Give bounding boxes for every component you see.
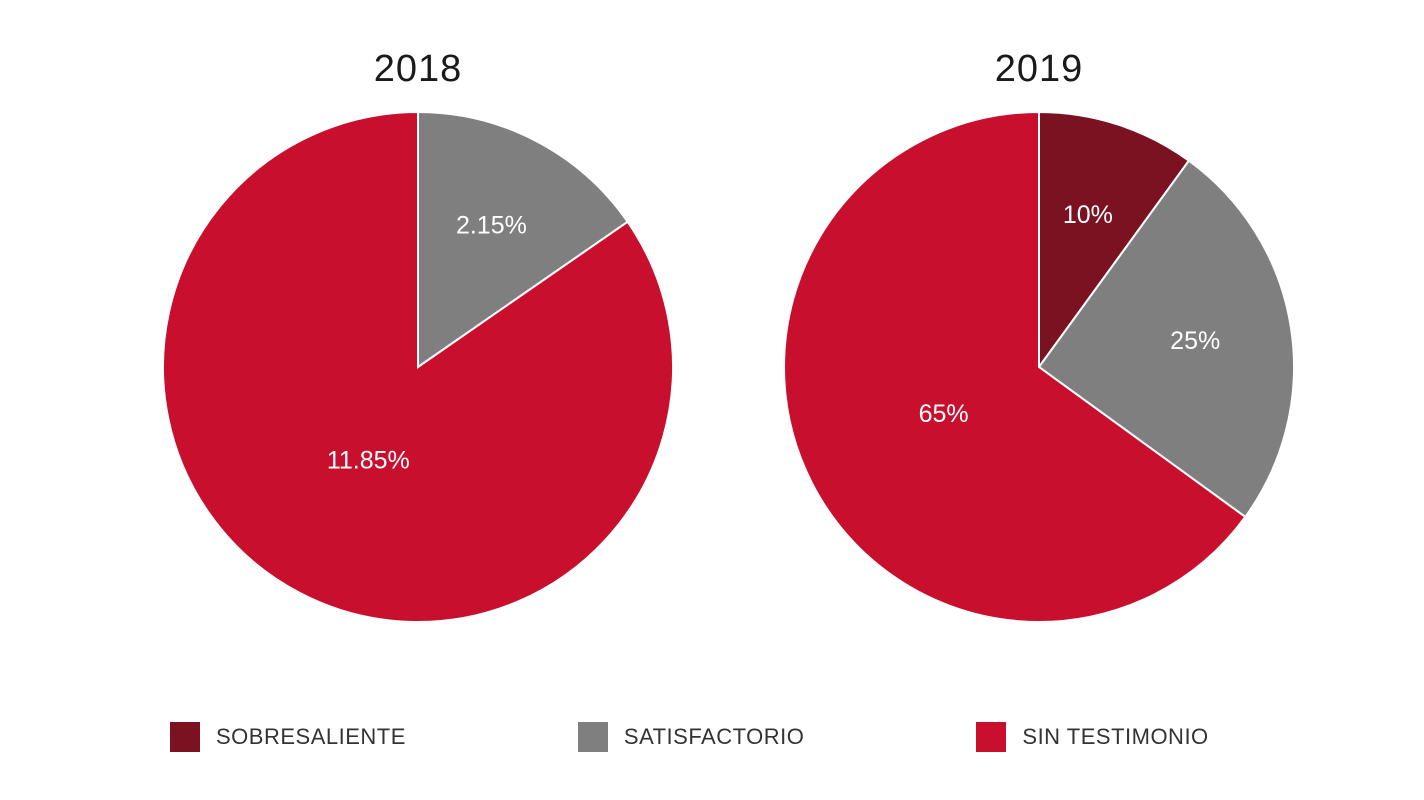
legend-swatch-sin-testimonio [976, 722, 1007, 752]
pie-2019: 10% 25% 65% [783, 110, 1295, 623]
slice-label-sin-testimonio: 11.85% [327, 447, 410, 475]
pie-slice-satisfactorio [1037, 159, 1295, 519]
legend-swatch-sobresaliente [170, 722, 200, 752]
pie-slice-satisfactorio [417, 110, 630, 369]
pie-slice-sin-testimonio [162, 110, 674, 623]
pie-chart-2018: 2018 2.15% 11.85% [158, 48, 678, 627]
legend-item-sobresaliente: SOBRESALIENTE [170, 722, 406, 752]
slice-label-satisfactorio: 25% [1170, 327, 1220, 355]
slice-label-sobresaliente: 10% [1063, 201, 1113, 229]
legend-item-sin-testimonio: SIN TESTIMONIO [976, 722, 1208, 752]
legend-label-satisfactorio: SATISFACTORIO [623, 724, 805, 749]
slice-label-sin-testimonio: 65% [919, 400, 969, 428]
legend-label-sin-testimonio: SIN TESTIMONIO [1022, 724, 1209, 749]
chart-title-2018: 2018 [373, 48, 463, 90]
pie-chart-2019: 2019 10% 25% 65% [779, 48, 1299, 627]
legend-item-satisfactorio: SATISFACTORIO [577, 722, 805, 752]
legend-label-sobresaliente: SOBRESALIENTE [216, 724, 406, 749]
pie-slice-sobresaliente [1038, 110, 1191, 371]
pie-2018: 2.15% 11.85% [162, 110, 674, 623]
slice-label-satisfactorio: 2.15% [456, 212, 527, 240]
pie-slice-sin-testimonio [783, 110, 1247, 623]
legend: SOBRESALIENTE SATISFACTORIO SIN TESTIMON… [170, 722, 1209, 752]
chart-title-2019: 2019 [994, 48, 1084, 90]
legend-swatch-satisfactorio [577, 722, 608, 752]
